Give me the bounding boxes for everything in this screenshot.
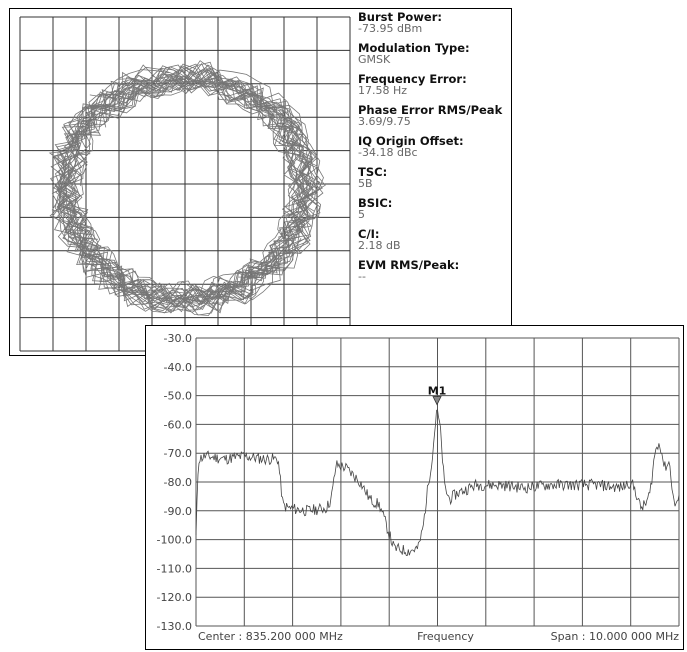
readout-value: 5B — [358, 177, 373, 190]
readout-item: IQ Origin Offset: -34.18 dBc — [358, 135, 508, 159]
spectrum-trace — [195, 408, 680, 557]
y-tick-label: -130.0 — [157, 620, 192, 633]
iq-trajectory — [51, 77, 318, 314]
iq-trajectory — [57, 76, 317, 316]
iq-trajectory — [54, 71, 308, 311]
readout-value: 5 — [358, 208, 365, 221]
spectrum-panel: -30.0 -40.0 -50.0 -60.0 -70.0 -80.0 -90.0 -100.… — [145, 325, 684, 650]
readout-label: C/I: — [358, 227, 380, 241]
y-tick-label: -30.0 — [164, 332, 192, 345]
readout-item: Frequency Error: 17.58 Hz — [358, 73, 508, 97]
readout-item: TSC: 5B — [358, 166, 508, 190]
span-label: Span : 10.000 000 MHz — [551, 630, 680, 643]
readout-value: -73.95 dBm — [358, 22, 423, 35]
readout-item: Burst Power: -73.95 dBm — [358, 11, 508, 35]
y-tick-label: -70.0 — [164, 447, 192, 460]
readout-value: 2.18 dB — [358, 239, 401, 252]
y-tick-label: -80.0 — [164, 476, 192, 489]
y-tick-label: -60.0 — [164, 418, 192, 431]
readout-label: BSIC: — [358, 196, 393, 210]
spectrum-plot: -30.0 -40.0 -50.0 -60.0 -70.0 -80.0 -90.0 -100.… — [157, 332, 680, 643]
readout-item: Phase Error RMS/Peak 3.69/9.75 — [358, 104, 508, 128]
y-tick-label: -40.0 — [164, 361, 192, 374]
readout-item: Modulation Type: GMSK — [358, 42, 508, 66]
center-frequency-label: Center : 835.200 000 MHz — [198, 630, 343, 643]
marker-m1-label: M1 — [428, 385, 447, 398]
readout-value: -- — [358, 270, 366, 283]
readout-item: BSIC: 5 — [358, 197, 508, 221]
readout-value: 17.58 Hz — [358, 84, 408, 97]
y-tick-label: -110.0 — [157, 562, 192, 575]
readout-label: EVM RMS/Peak: — [358, 258, 460, 272]
readout-label: Modulation Type: — [358, 41, 470, 55]
readout-item: EVM RMS/Peak: -- — [358, 259, 508, 283]
iq-constellation-panel: Burst Power: -73.95 dBm Modulation Type: GM… — [9, 8, 512, 356]
iq-trajectory — [56, 71, 318, 312]
iq-trajectory — [59, 66, 326, 312]
iq-trajectory — [58, 74, 322, 306]
iq-constellation-plot — [19, 16, 351, 352]
y-tick-label: -100.0 — [157, 534, 192, 547]
y-tick-label: -50.0 — [164, 390, 192, 403]
readout-item: C/I: 2.18 dB — [358, 228, 508, 252]
readout-label: TSC: — [358, 165, 388, 179]
iq-trajectory — [50, 63, 308, 304]
y-tick-label: -90.0 — [164, 505, 192, 518]
y-tick-label: -120.0 — [157, 591, 192, 604]
iq-trajectory — [49, 61, 315, 306]
readout-label: Frequency Error: — [358, 72, 467, 86]
measurement-readouts: Burst Power: -73.95 dBm Modulation Type: GM… — [358, 11, 508, 290]
readout-value: GMSK — [358, 53, 391, 66]
readout-label: Phase Error RMS/Peak — [358, 103, 503, 117]
x-axis-label: Frequency — [417, 630, 474, 643]
marker-m1-icon — [432, 396, 442, 406]
iq-trajectory — [54, 66, 307, 314]
readout-value: -34.18 dBc — [358, 146, 418, 159]
readout-label: IQ Origin Offset: — [358, 134, 464, 148]
readout-label: Burst Power: — [358, 10, 442, 24]
readout-value: 3.69/9.75 — [358, 115, 411, 128]
